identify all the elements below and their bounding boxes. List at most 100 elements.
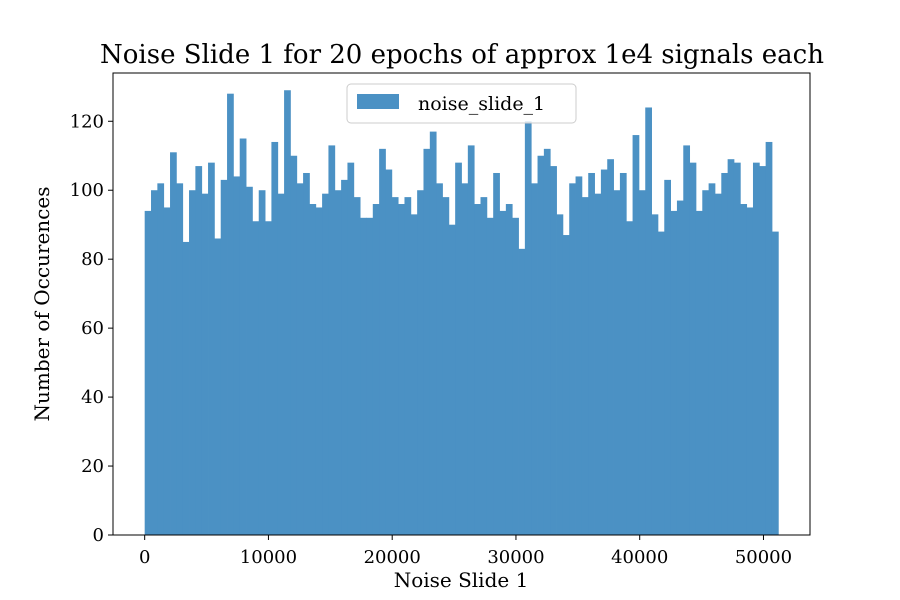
histogram-bar — [759, 166, 767, 536]
histogram-bar — [626, 221, 633, 536]
histogram-bar — [290, 155, 298, 535]
histogram-bar — [176, 183, 184, 535]
histogram-bar — [518, 248, 526, 535]
histogram-bar — [315, 207, 323, 535]
histogram-bar — [246, 186, 253, 535]
y-tick-label: 80 — [81, 249, 104, 270]
histogram-bar — [708, 183, 716, 535]
histogram-bar — [765, 141, 773, 535]
histogram-bar — [746, 207, 754, 535]
histogram-bar — [328, 145, 336, 535]
histogram-bar — [733, 162, 741, 535]
histogram-bar — [569, 183, 576, 535]
histogram-bar — [201, 193, 209, 536]
x-tick-label: 40000 — [611, 547, 668, 568]
histogram-bar — [550, 166, 557, 536]
histogram-bar — [265, 221, 272, 536]
histogram-bar — [429, 131, 437, 535]
histogram-bar — [423, 148, 431, 535]
histogram-bar — [499, 210, 507, 535]
histogram-bar — [189, 190, 196, 535]
histogram-bar — [575, 176, 583, 535]
x-tick-label: 20000 — [364, 547, 421, 568]
histogram-bar — [214, 238, 222, 535]
y-tick-label: 40 — [81, 387, 104, 408]
histogram-bar — [442, 197, 450, 536]
x-tick-label: 10000 — [240, 547, 297, 568]
histogram-bar — [752, 162, 760, 535]
histogram-bar — [455, 162, 462, 535]
histogram-bar — [562, 235, 570, 535]
histogram-bar — [670, 210, 678, 535]
y-tick-label: 120 — [70, 111, 104, 132]
histogram-bar — [702, 190, 710, 535]
histogram-bar — [271, 141, 279, 535]
y-axis-ticks: 0 20 40 60 80 100 120 — [70, 111, 113, 546]
histogram-bar — [208, 162, 215, 535]
histogram-bar — [347, 162, 355, 535]
histogram-bar — [771, 231, 779, 535]
histogram-bar — [467, 145, 475, 535]
histogram-bar — [493, 172, 500, 535]
histogram-bar — [303, 172, 310, 535]
histogram-bar — [309, 204, 317, 535]
legend-box — [346, 83, 577, 124]
histogram-bar — [182, 241, 190, 535]
histogram-bar — [195, 166, 203, 536]
histogram-bar — [588, 172, 595, 535]
histogram-bar — [334, 190, 342, 535]
histogram-bar — [613, 190, 621, 535]
histogram-bar — [486, 217, 494, 535]
histogram-bar — [227, 93, 234, 535]
histogram-bar — [170, 152, 177, 535]
histogram-bar — [512, 217, 519, 535]
histogram-bar — [360, 217, 367, 535]
histogram-bar — [632, 135, 640, 536]
histogram-bar — [296, 183, 304, 535]
histogram-bar — [163, 207, 171, 535]
bars-group — [144, 90, 779, 536]
y-tick-label: 100 — [70, 180, 104, 201]
histogram-bar — [322, 193, 329, 536]
histogram-bar — [689, 162, 697, 535]
histogram-bar — [537, 155, 545, 535]
histogram-bar — [683, 145, 691, 535]
x-axis-ticks: 0 10000 20000 30000 40000 50000 — [139, 535, 792, 568]
histogram-bar — [645, 107, 652, 536]
histogram-bar — [398, 204, 405, 535]
histogram-bar — [410, 214, 418, 535]
x-axis-label: Noise Slide 1 — [394, 568, 529, 592]
histogram-bar — [531, 183, 538, 535]
histogram-bar — [524, 121, 532, 536]
y-tick-label: 60 — [81, 318, 104, 339]
histogram-bar — [651, 214, 659, 535]
legend-swatch — [357, 94, 399, 109]
histogram-bar — [233, 176, 241, 535]
histogram-bar — [740, 204, 748, 535]
histogram-bar — [594, 193, 602, 536]
histogram-bar — [379, 148, 386, 535]
histogram-bar — [664, 179, 671, 535]
histogram-bar — [638, 190, 646, 535]
histogram-bar — [695, 210, 703, 535]
histogram-bar — [721, 172, 729, 535]
histogram-bar — [353, 197, 361, 536]
y-tick-label: 20 — [81, 456, 104, 477]
histogram-bar — [436, 183, 443, 535]
histogram-bar — [277, 193, 285, 536]
histogram-bar — [391, 197, 399, 536]
histogram-bar — [474, 204, 481, 535]
histogram-bar — [144, 210, 152, 535]
y-axis-label: Number of Occurences — [30, 187, 54, 422]
x-tick-label: 0 — [139, 547, 150, 568]
histogram-bar — [581, 197, 589, 536]
legend-label: noise_slide_1 — [418, 93, 545, 115]
histogram-bar — [543, 148, 551, 535]
histogram-bar — [385, 169, 393, 536]
histogram-bar — [404, 197, 412, 536]
histogram-bar — [417, 190, 424, 535]
histogram-bar — [600, 169, 608, 536]
histogram-bar — [151, 190, 158, 535]
histogram-bar — [341, 179, 348, 535]
